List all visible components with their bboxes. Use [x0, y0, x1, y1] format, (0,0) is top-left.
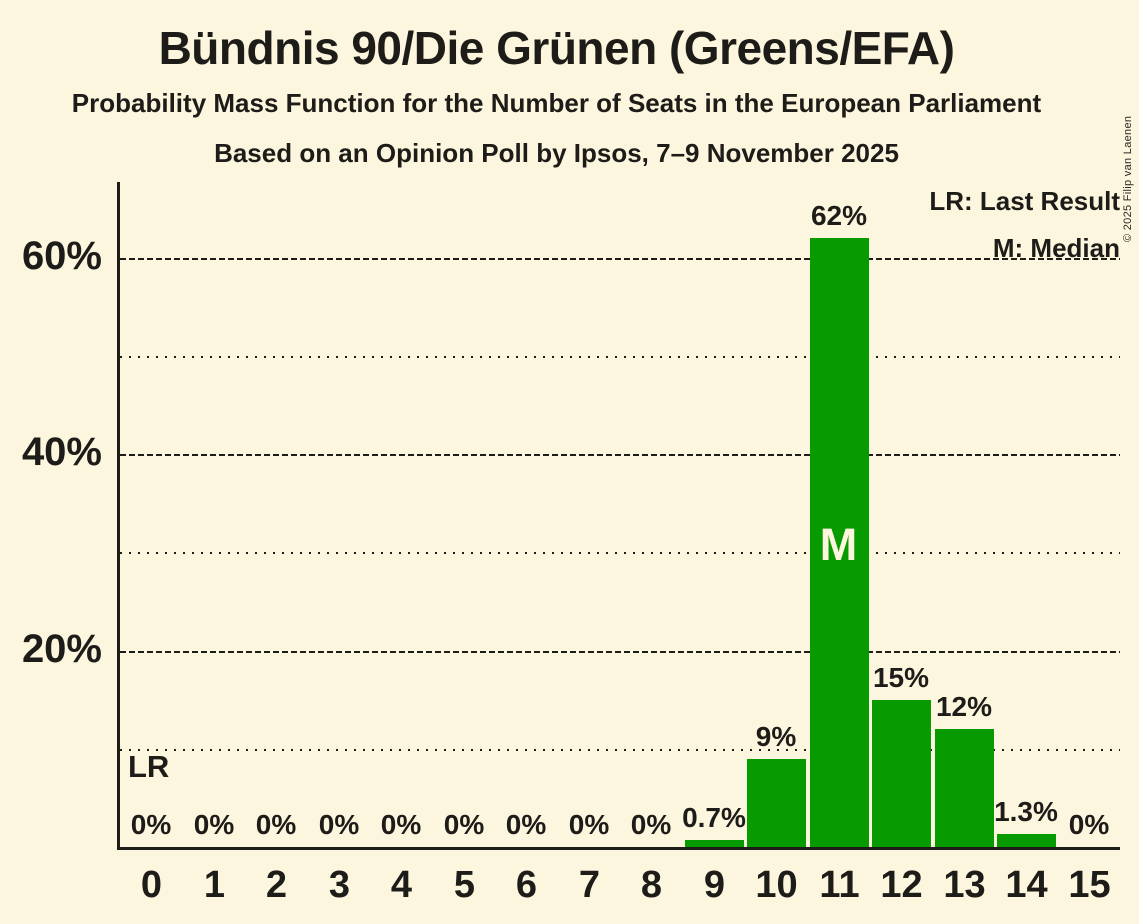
copyright-note: © 2025 Filip van Laenen: [1122, 115, 1134, 242]
bar-value-label-seat-0: 0%: [130, 809, 172, 840]
x-tick-label-6: 6: [515, 864, 538, 906]
y-tick-label-20: 20%: [21, 627, 102, 671]
page-title: Bündnis 90/Die Grünen (Greens/EFA): [158, 22, 955, 74]
x-tick-label-11: 11: [819, 864, 860, 906]
y-tick-label-40: 40%: [21, 430, 102, 474]
median-marker-label: M: [819, 519, 858, 570]
bar-seat-11: [810, 238, 869, 847]
x-tick-label-10: 10: [755, 864, 798, 906]
bar-value-label-seat-5: 0%: [443, 809, 485, 840]
last-result-marker-label: LR: [128, 749, 170, 784]
x-axis-line: [117, 847, 1120, 850]
x-tick-label-1: 1: [203, 864, 226, 906]
y-axis-line: [117, 182, 120, 850]
bar-value-label-seat-13: 12%: [935, 691, 993, 722]
bar-value-label-seat-9: 0.7%: [682, 802, 746, 833]
gridline-20pct: [120, 651, 1120, 653]
bar-value-label-seat-7: 0%: [568, 809, 610, 840]
x-tick-label-15: 15: [1068, 864, 1111, 906]
bar-seat-12: [872, 700, 931, 847]
bar-value-label-seat-4: 0%: [380, 809, 422, 840]
x-tick-label-3: 3: [328, 864, 351, 906]
gridline-10pct: [120, 749, 1120, 751]
bar-value-label-seat-1: 0%: [193, 809, 235, 840]
x-tick-label-5: 5: [453, 864, 476, 906]
bar-value-label-seat-3: 0%: [318, 809, 360, 840]
x-tick-label-9: 9: [703, 864, 726, 906]
subtitle-poll-source: Based on an Opinion Poll by Ipsos, 7–9 N…: [214, 138, 899, 168]
bar-seat-9: [685, 840, 744, 847]
x-tick-label-12: 12: [880, 864, 923, 906]
gridline-30pct: [120, 552, 1120, 554]
subtitle-pmf: Probability Mass Function for the Number…: [71, 88, 1042, 118]
legend-last-result: LR: Last Result: [929, 186, 1120, 216]
bar-value-label-seat-10: 9%: [755, 721, 797, 752]
bar-value-label-seat-2: 0%: [255, 809, 297, 840]
x-tick-label-7: 7: [578, 864, 601, 906]
bar-value-label-seat-14: 1.3%: [994, 796, 1058, 827]
bar-value-label-seat-15: 0%: [1068, 809, 1110, 840]
gridline-60pct: [120, 258, 1120, 260]
gridline-40pct: [120, 454, 1120, 456]
x-tick-label-2: 2: [265, 864, 288, 906]
x-tick-label-14: 14: [1005, 864, 1048, 906]
y-tick-label-60: 60%: [21, 234, 102, 278]
bar-seat-13: [935, 729, 994, 847]
bar-value-label-seat-11: 62%: [810, 200, 868, 231]
bar-value-label-seat-8: 0%: [630, 809, 672, 840]
x-tick-label-0: 0: [140, 864, 163, 906]
bar-value-label-seat-12: 15%: [872, 662, 930, 693]
x-tick-label-13: 13: [943, 864, 986, 906]
x-tick-label-8: 8: [640, 864, 663, 906]
bar-seat-10: [747, 759, 806, 847]
bar-seat-14: [997, 834, 1056, 847]
x-tick-label-4: 4: [390, 864, 413, 906]
bar-value-label-seat-6: 0%: [505, 809, 547, 840]
gridline-50pct: [120, 356, 1120, 358]
plot-area: LR M 0% 0% 0% 0% 0% 0% 0% 0% 0% 0.7% 9% 62% 15% 12% 1.…: [120, 182, 1120, 847]
